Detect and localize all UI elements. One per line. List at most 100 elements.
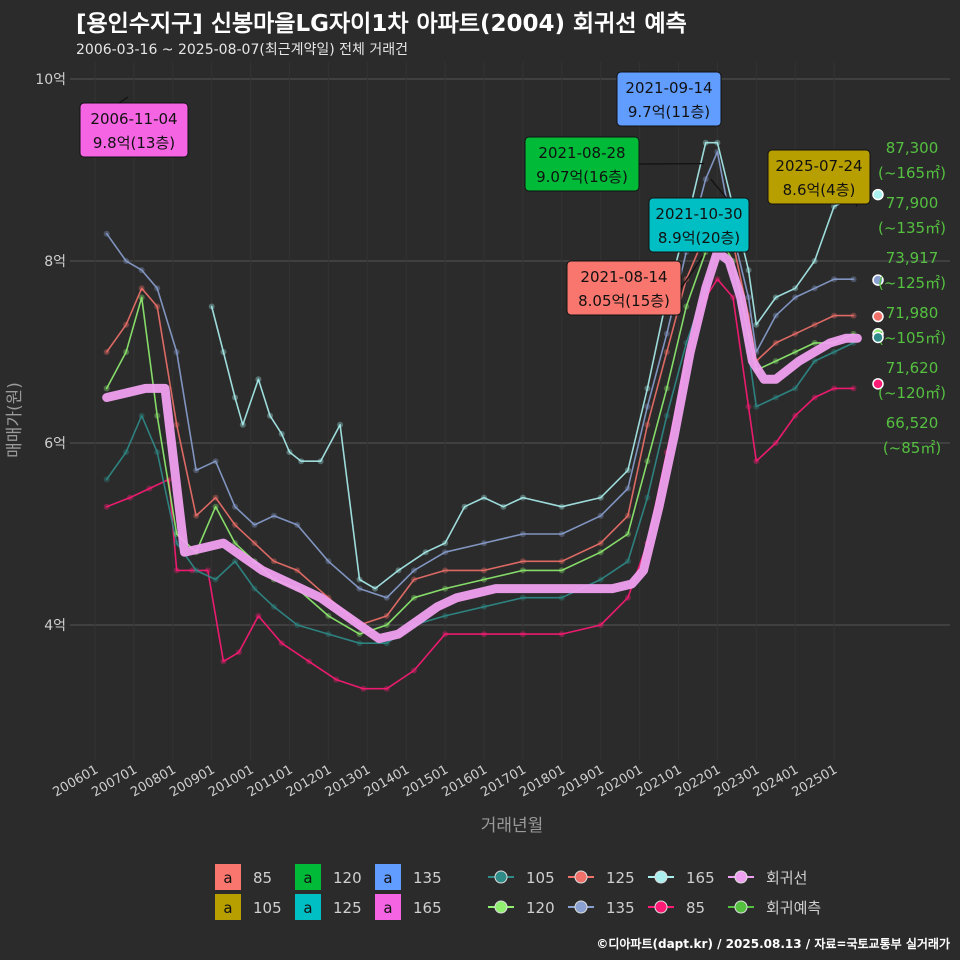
data-point-s120 <box>683 303 690 310</box>
data-point-s125 <box>850 312 857 319</box>
data-point-s105 <box>792 385 799 392</box>
data-point-s165 <box>500 503 507 510</box>
callout-date: 2021-08-28 <box>538 144 625 162</box>
data-point-s135 <box>356 585 363 592</box>
data-point-s135 <box>772 312 779 319</box>
series-line-s125 <box>105 223 855 626</box>
data-point-s120 <box>792 349 799 355</box>
data-point-s125 <box>519 558 526 565</box>
data-point-s85 <box>383 685 390 692</box>
data-point-s105 <box>811 358 818 365</box>
legend-marker <box>574 870 588 884</box>
data-point-s135 <box>123 258 130 264</box>
data-point-s125 <box>193 512 200 519</box>
data-point-s165 <box>624 467 631 474</box>
data-point-s135 <box>154 285 161 292</box>
data-point-s125 <box>123 321 130 328</box>
forecast-point <box>872 378 884 390</box>
y-axis: 4억 6억 8억 10억 <box>35 72 66 634</box>
data-point-s120 <box>138 294 145 301</box>
data-point-s85 <box>772 440 779 446</box>
data-point-s135 <box>294 521 301 528</box>
data-point-s165 <box>239 421 246 428</box>
x-tick-label: 202501 <box>790 762 840 800</box>
data-point-s165 <box>220 349 227 355</box>
data-point-s120 <box>123 349 130 355</box>
series-line-s105 <box>105 242 855 645</box>
data-point-s85 <box>235 649 242 656</box>
data-point-s120 <box>103 385 110 392</box>
callout-box <box>524 136 640 192</box>
data-point-s120 <box>663 385 670 392</box>
data-point-s120 <box>410 594 417 601</box>
legend-glyph: a <box>223 869 232 887</box>
forecast-area: (~135㎡) <box>878 219 946 237</box>
data-point-s120 <box>383 622 390 628</box>
data-point-s125 <box>644 421 651 428</box>
data-point-s165 <box>442 540 449 547</box>
callout-date: 2025-07-24 <box>775 157 862 175</box>
series-line-s165 <box>210 141 855 590</box>
data-point-s135 <box>481 540 487 547</box>
data-point-s165 <box>811 258 818 264</box>
data-point-s125 <box>232 521 239 528</box>
data-point-s165 <box>714 139 721 146</box>
data-point-s135 <box>597 512 604 519</box>
legend-glyph: a <box>383 899 392 917</box>
series-line-regression <box>102 247 862 644</box>
data-point-s165 <box>644 385 651 392</box>
data-point-s105 <box>644 494 651 501</box>
forecast-area: (~125㎡) <box>878 274 946 292</box>
legend-label: 125 <box>606 869 635 887</box>
legend-glyph: a <box>223 899 232 917</box>
data-point-s105 <box>123 449 130 456</box>
data-point-s85 <box>255 612 262 619</box>
max-price-labels: 2006-11-04 9.8억(13층) 2021-09-14 9.7억(11층) 20… <box>79 71 871 316</box>
forecast-area: (~105㎡) <box>878 329 946 347</box>
data-point-s165 <box>232 394 239 401</box>
data-point-s105 <box>442 612 449 619</box>
data-point-s135 <box>811 285 818 292</box>
forecast-point <box>872 274 884 286</box>
data-point-s120 <box>356 631 363 638</box>
page-title: [용인수지구] 신봉마을LG자이1차 아파트(2004) 회귀선 예측 <box>76 11 687 37</box>
data-point-s125 <box>270 558 277 565</box>
data-point-s165 <box>461 503 468 510</box>
data-point-s165 <box>286 449 293 456</box>
data-point-s165 <box>422 549 429 556</box>
legend-marker <box>654 870 668 884</box>
data-point-s120 <box>597 549 604 556</box>
y-tick-label: 6억 <box>44 436 66 452</box>
data-point-s105 <box>558 594 565 601</box>
legend-label: 105 <box>526 869 555 887</box>
data-point-s135 <box>232 503 239 510</box>
callout-box <box>566 260 682 316</box>
data-point-s135 <box>519 531 526 537</box>
data-point-s135 <box>702 176 709 183</box>
forecast-area: (~165㎡) <box>878 164 946 182</box>
data-point-s165 <box>267 412 274 419</box>
data-point-s85 <box>103 503 110 510</box>
legend-marker <box>574 900 588 914</box>
data-point-s120 <box>519 567 526 574</box>
page-subtitle: 2006-03-16 ~ 2025-08-07(최근계약일) 전체 거래건 <box>76 42 408 58</box>
legend-glyph: a <box>303 869 312 887</box>
data-point-s85 <box>597 622 604 628</box>
data-point-s135 <box>138 267 145 274</box>
data-point-s105 <box>663 412 670 419</box>
data-point-s135 <box>212 458 219 465</box>
data-point-s135 <box>663 330 670 337</box>
callout-price: 8.6억(4층) <box>783 181 856 199</box>
data-point-s135 <box>624 485 631 492</box>
data-point-s120 <box>232 540 239 547</box>
data-point-s85 <box>481 631 487 638</box>
data-point-s85 <box>624 594 631 601</box>
data-point-s165 <box>337 421 344 428</box>
legend-marker <box>494 870 508 884</box>
data-point-s165 <box>278 430 285 437</box>
data-point-s125 <box>294 567 301 574</box>
callout-leader <box>680 256 704 289</box>
credit-text: ©디아파트(dapt.kr) / 2025.08.13 / 자료=국토교통부 실… <box>596 937 950 951</box>
y-axis-title: 매매가(원) <box>5 382 25 458</box>
callout-date: 2006-11-04 <box>90 110 177 128</box>
